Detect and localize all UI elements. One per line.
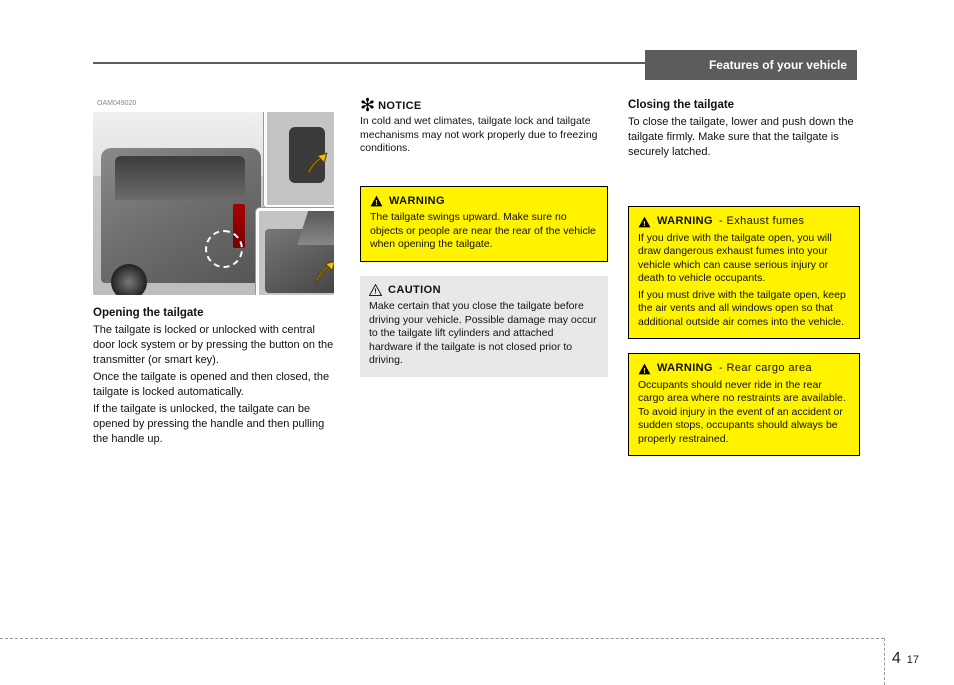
footer-dashed-line-vertical bbox=[884, 638, 885, 685]
warning-subtitle: - Exhaust fumes bbox=[719, 215, 804, 229]
caution-box: ! CAUTION Make certain that you close th… bbox=[360, 276, 608, 377]
handle-inset bbox=[264, 112, 334, 208]
warning-icon: ! bbox=[638, 363, 651, 375]
svg-text:!: ! bbox=[643, 219, 646, 228]
manual-page: Features of your vehicle OAM049020 Openi… bbox=[0, 0, 954, 685]
vehicle-photo bbox=[93, 112, 334, 295]
tailgate-open-shape bbox=[297, 209, 334, 245]
warning-title: WARNING bbox=[389, 195, 445, 209]
notice-body: In cold and wet climates, tailgate lock … bbox=[360, 115, 608, 156]
warning-box: ! WARNING - Exhaust fumes If you drive w… bbox=[628, 206, 860, 339]
page-number-value: 17 bbox=[907, 654, 919, 666]
section-title: Closing the tailgate bbox=[628, 98, 860, 113]
car-window-shape bbox=[115, 156, 245, 200]
header-rule bbox=[93, 62, 645, 64]
warning-box: ! WARNING The tailgate swings upward. Ma… bbox=[360, 186, 608, 262]
warning-icon: ! bbox=[370, 195, 383, 207]
column-2: ✻NOTICE In cold and wet climates, tailga… bbox=[360, 98, 608, 377]
column-1: Opening the tailgate The tailgate is loc… bbox=[93, 306, 337, 447]
body-text: If the tailgate is unlocked, the tailgat… bbox=[93, 402, 337, 447]
body-text: To close the tailgate, lower and push do… bbox=[628, 115, 860, 160]
caution-title-row: ! CAUTION bbox=[369, 284, 599, 298]
header-tab: Features of your vehicle bbox=[645, 50, 857, 80]
warning-subtitle: - Rear cargo area bbox=[719, 362, 812, 376]
warning-box: ! WARNING - Rear cargo area Occupants sh… bbox=[628, 353, 860, 456]
warning-title: WARNING bbox=[657, 362, 713, 376]
caution-body: Make certain that you close the tailgate… bbox=[369, 300, 599, 368]
wheel-shape bbox=[111, 264, 147, 295]
column-3: Closing the tailgate To close the tailga… bbox=[628, 98, 860, 456]
warning-title-row: ! WARNING bbox=[370, 195, 598, 209]
svg-text:!: ! bbox=[375, 198, 378, 207]
warning-body: Occupants should never ride in the rear … bbox=[638, 379, 850, 447]
warning-title-row: ! WARNING - Rear cargo area bbox=[638, 362, 850, 376]
caution-title: CAUTION bbox=[388, 284, 441, 298]
body-text: Once the tailgate is opened and then clo… bbox=[93, 370, 337, 400]
notice-star-icon: ✻ bbox=[360, 98, 375, 112]
body-text: The tailgate is locked or unlocked with … bbox=[93, 323, 337, 368]
footer-dashed-line bbox=[0, 638, 884, 639]
svg-text:!: ! bbox=[643, 366, 646, 375]
notice-block: ✻NOTICE In cold and wet climates, tailga… bbox=[360, 98, 608, 156]
svg-text:!: ! bbox=[374, 289, 377, 296]
warning-body: The tailgate swings upward. Make sure no… bbox=[370, 211, 598, 252]
up-arrow-icon bbox=[309, 259, 334, 287]
warning-title: WARNING bbox=[657, 215, 713, 229]
header-tab-label: Features of your vehicle bbox=[709, 58, 847, 72]
caution-icon: ! bbox=[369, 284, 382, 296]
photo-id: OAM049020 bbox=[97, 100, 136, 107]
warning-icon: ! bbox=[638, 216, 651, 228]
open-tailgate-inset bbox=[256, 208, 334, 295]
notice-title: NOTICE bbox=[378, 100, 421, 112]
callout-circle bbox=[205, 230, 243, 268]
warning-body: If you drive with the tailgate open, you… bbox=[638, 232, 850, 286]
warning-body: If you must drive with the tailgate open… bbox=[638, 289, 850, 330]
warning-title-row: ! WARNING - Exhaust fumes bbox=[638, 215, 850, 229]
up-arrow-icon bbox=[301, 151, 329, 179]
section-title: Opening the tailgate bbox=[93, 306, 337, 321]
page-number: 4 17 bbox=[892, 650, 919, 668]
section-number: 4 bbox=[892, 650, 901, 667]
